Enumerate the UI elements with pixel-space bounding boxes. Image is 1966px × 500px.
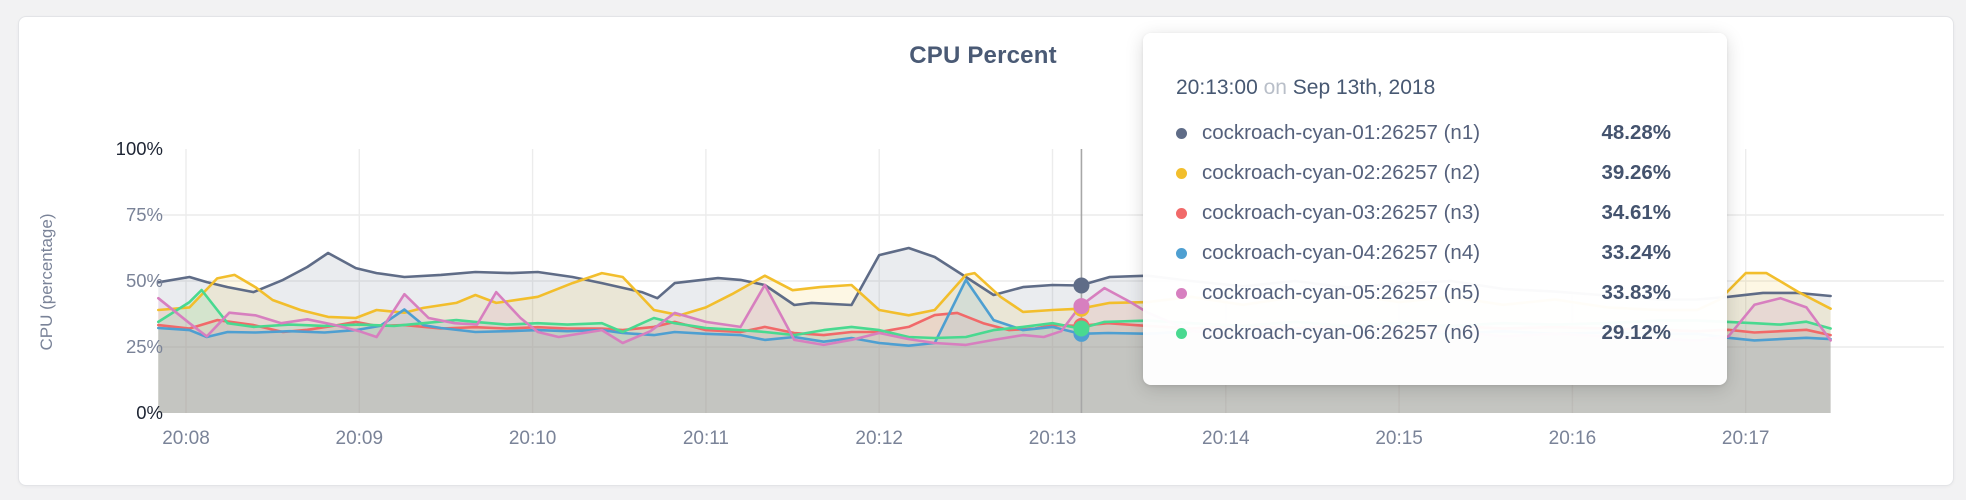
x-axis-tick-label: 20:17 <box>1722 428 1770 449</box>
tooltip-row: cockroach-cyan-02:26257 (n2) 39.26% <box>1176 153 1671 193</box>
series-name: cockroach-cyan-05:26257 (n5) <box>1202 281 1481 304</box>
tooltip-row: cockroach-cyan-03:26257 (n3) 34.61% <box>1176 193 1671 233</box>
series-name: cockroach-cyan-04:26257 (n4) <box>1202 241 1481 264</box>
series-name: cockroach-cyan-03:26257 (n3) <box>1202 201 1481 224</box>
x-axis-tick-label: 20:09 <box>336 428 384 449</box>
series-value: 33.24% <box>1601 241 1671 264</box>
series-value: 39.26% <box>1601 161 1671 184</box>
x-axis-tick-label: 20:08 <box>162 428 210 449</box>
x-axis-tick-label: 20:14 <box>1202 428 1250 449</box>
y-axis-tick-label: 75% <box>126 204 163 225</box>
tooltip-row: cockroach-cyan-06:26257 (n6) 29.12% <box>1176 313 1671 353</box>
series-color-dot <box>1176 207 1187 219</box>
x-axis-tick-label: 20:10 <box>509 428 557 449</box>
series-value: 34.61% <box>1601 201 1671 224</box>
series-color-dot <box>1176 327 1187 339</box>
hover-dot-n5 <box>1073 320 1090 337</box>
y-axis-tick-label: 50% <box>126 270 163 291</box>
hover-dot-n6 <box>1073 298 1090 315</box>
series-color-dot <box>1176 247 1187 259</box>
series-value: 33.83% <box>1601 281 1671 304</box>
series-color-dot <box>1176 167 1187 179</box>
x-axis-tick-label: 20:13 <box>1029 428 1077 449</box>
tooltip-rows: cockroach-cyan-01:26257 (n1) 48.28% cockro… <box>1176 113 1671 353</box>
x-axis-tick-label: 20:12 <box>855 428 903 449</box>
y-axis-tick-label: 25% <box>126 336 163 357</box>
series-name: cockroach-cyan-01:26257 (n1) <box>1202 121 1481 144</box>
chart-hover-tooltip: 20:13:00 on Sep 13th, 2018 cockroach-cya… <box>1143 33 1727 385</box>
x-axis-tick-label: 20:11 <box>683 428 729 449</box>
series-name: cockroach-cyan-06:26257 (n6) <box>1202 321 1481 344</box>
tooltip-time: 20:13:00 <box>1176 76 1258 99</box>
series-color-dot <box>1176 287 1187 299</box>
y-axis-tick-label: 0% <box>136 402 163 423</box>
hover-dot-n1 <box>1073 277 1090 294</box>
y-axis-title: CPU (percentage) <box>37 213 56 350</box>
tooltip-on-word: on <box>1263 76 1287 99</box>
tooltip-row: cockroach-cyan-01:26257 (n1) 48.28% <box>1176 113 1671 153</box>
series-value: 48.28% <box>1601 121 1671 144</box>
tooltip-date: Sep 13th, 2018 <box>1292 76 1436 99</box>
tooltip-header: 20:13:00 on Sep 13th, 2018 <box>1176 75 1671 101</box>
tooltip-row: cockroach-cyan-05:26257 (n5) 33.83% <box>1176 273 1671 313</box>
series-name: cockroach-cyan-02:26257 (n2) <box>1202 161 1481 184</box>
x-axis-tick-label: 20:15 <box>1375 428 1423 449</box>
y-axis-tick-label: 100% <box>116 138 163 159</box>
series-value: 29.12% <box>1601 321 1671 344</box>
x-axis-tick-label: 20:16 <box>1549 428 1597 449</box>
series-color-dot <box>1176 127 1187 139</box>
tooltip-row: cockroach-cyan-04:26257 (n4) 33.24% <box>1176 233 1671 273</box>
chart-title: CPU Percent <box>909 42 1057 69</box>
